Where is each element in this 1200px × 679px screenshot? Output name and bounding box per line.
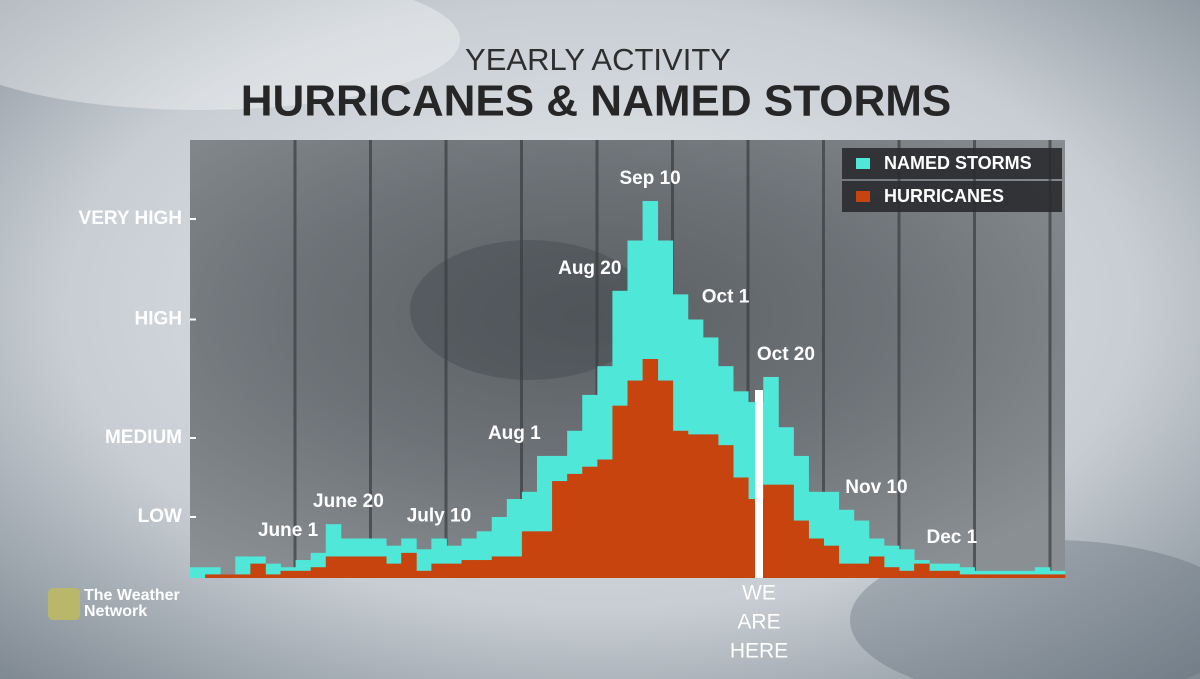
hurricanes-bar xyxy=(476,560,493,578)
hurricanes-bar xyxy=(265,574,281,578)
hurricanes-bar xyxy=(853,563,870,578)
annotation: ARE xyxy=(737,611,780,634)
hurricanes-bar xyxy=(295,570,312,578)
hurricanes-bar xyxy=(1034,574,1051,578)
storm-eye xyxy=(410,240,650,380)
legend-label: NAMED STORMS xyxy=(884,153,1032,173)
logo-text: Network xyxy=(84,603,147,620)
logo-text: The Weather xyxy=(84,587,180,604)
hurricanes-bar xyxy=(552,481,568,578)
y-tick-label: LOW xyxy=(138,506,182,527)
named-storms-bar xyxy=(205,567,221,578)
hurricanes-bar xyxy=(883,567,900,578)
chart-supertitle: YEARLY ACTIVITY xyxy=(465,42,731,77)
y-tick-label: HIGH xyxy=(135,309,183,330)
legend-box xyxy=(842,181,1062,212)
hurricanes-bar xyxy=(220,574,236,578)
hurricanes-bar xyxy=(687,434,704,578)
hurricanes-bar xyxy=(325,556,342,578)
hurricanes-bar xyxy=(582,466,598,578)
hurricanes-bar xyxy=(401,552,417,578)
hurricanes-bar xyxy=(235,574,251,578)
hurricanes-bar xyxy=(763,484,779,578)
legend: NAMED STORMS HURRICANES xyxy=(842,148,1062,212)
hurricanes-bar xyxy=(355,556,372,578)
hurricanes-bar xyxy=(657,380,674,578)
named-storms-bar xyxy=(235,556,251,578)
category-label: Nov 10 xyxy=(845,477,907,498)
hurricanes-bar xyxy=(944,570,960,578)
category-label: Aug 1 xyxy=(488,423,541,444)
named-storms-bar xyxy=(838,509,855,578)
hurricanes-bar xyxy=(914,563,930,578)
category-label: July 10 xyxy=(407,506,471,527)
hurricanes-bar xyxy=(1019,574,1036,578)
hurricanes-bar xyxy=(642,359,659,578)
legend-label: HURRICANES xyxy=(884,186,1004,206)
hurricanes-bar xyxy=(823,545,840,578)
hurricanes-bar xyxy=(416,570,432,578)
hurricanes-bar xyxy=(778,484,794,578)
hurricanes-bar xyxy=(627,380,643,578)
hurricanes-bar xyxy=(521,531,538,578)
category-label: June 20 xyxy=(313,491,384,512)
category-label: Oct 1 xyxy=(702,287,750,308)
category-label: Dec 1 xyxy=(927,527,978,548)
hurricanes-bar xyxy=(899,570,915,578)
hurricanes-bar xyxy=(506,556,523,578)
hurricanes-bar xyxy=(868,556,885,578)
hurricanes-bar xyxy=(733,477,749,578)
legend-swatch xyxy=(856,158,870,169)
category-label: Aug 20 xyxy=(558,258,621,279)
logo: The Weather Network xyxy=(48,587,180,620)
hurricanes-bar xyxy=(718,445,734,578)
hurricanes-bar xyxy=(431,563,447,578)
hurricanes-bar xyxy=(461,560,478,578)
hurricanes-bar xyxy=(793,520,809,578)
hurricanes-bar xyxy=(597,459,613,578)
named-storms-bar xyxy=(959,567,975,578)
hurricanes-bar xyxy=(310,567,327,578)
hurricanes-bar xyxy=(567,473,583,578)
hurricanes-bar xyxy=(672,430,689,578)
y-tick-label: VERY HIGH xyxy=(79,208,182,229)
logo-icon xyxy=(48,588,80,620)
hurricanes-bar xyxy=(205,574,221,578)
hurricanes-bar xyxy=(250,563,266,578)
cloud xyxy=(0,0,460,110)
hurricanes-bar xyxy=(1049,574,1066,578)
annotation: HERE xyxy=(730,640,788,663)
hurricanes-bar xyxy=(340,556,357,578)
hurricanes-bar xyxy=(371,556,387,578)
plot: LOW MEDIUM HIGH VERY HIGH June 1 June 20 July … xyxy=(79,168,1066,579)
named-storms-bar xyxy=(190,567,206,578)
category-label: June 1 xyxy=(258,520,319,541)
hurricanes-bar xyxy=(386,563,402,578)
hurricanes-bar xyxy=(702,434,719,578)
hurricanes-bar xyxy=(280,570,297,578)
hurricanes-bar xyxy=(959,574,975,578)
named-storms-bar xyxy=(1034,567,1051,578)
annotation: WE xyxy=(742,582,776,605)
legend-swatch xyxy=(856,191,870,202)
hurricanes-bar xyxy=(929,570,945,578)
hurricanes-bar xyxy=(1004,574,1021,578)
category-label: Oct 20 xyxy=(757,344,815,365)
y-tick-label: MEDIUM xyxy=(105,427,182,448)
we-are-here-line xyxy=(755,390,763,578)
hurricanes-bar xyxy=(612,405,628,578)
hurricanes-bar xyxy=(491,556,508,578)
legend-box xyxy=(842,148,1062,179)
chart-title: HURRICANES & NAMED STORMS xyxy=(241,77,952,126)
hurricanes-bar xyxy=(446,563,462,578)
hurricanes-bar xyxy=(989,574,1006,578)
hurricanes-bar xyxy=(838,563,855,578)
hurricanes-bar xyxy=(974,574,990,578)
hurricanes-bar xyxy=(536,531,553,578)
category-label: Sep 10 xyxy=(619,168,680,189)
hurricanes-bar xyxy=(808,538,825,578)
